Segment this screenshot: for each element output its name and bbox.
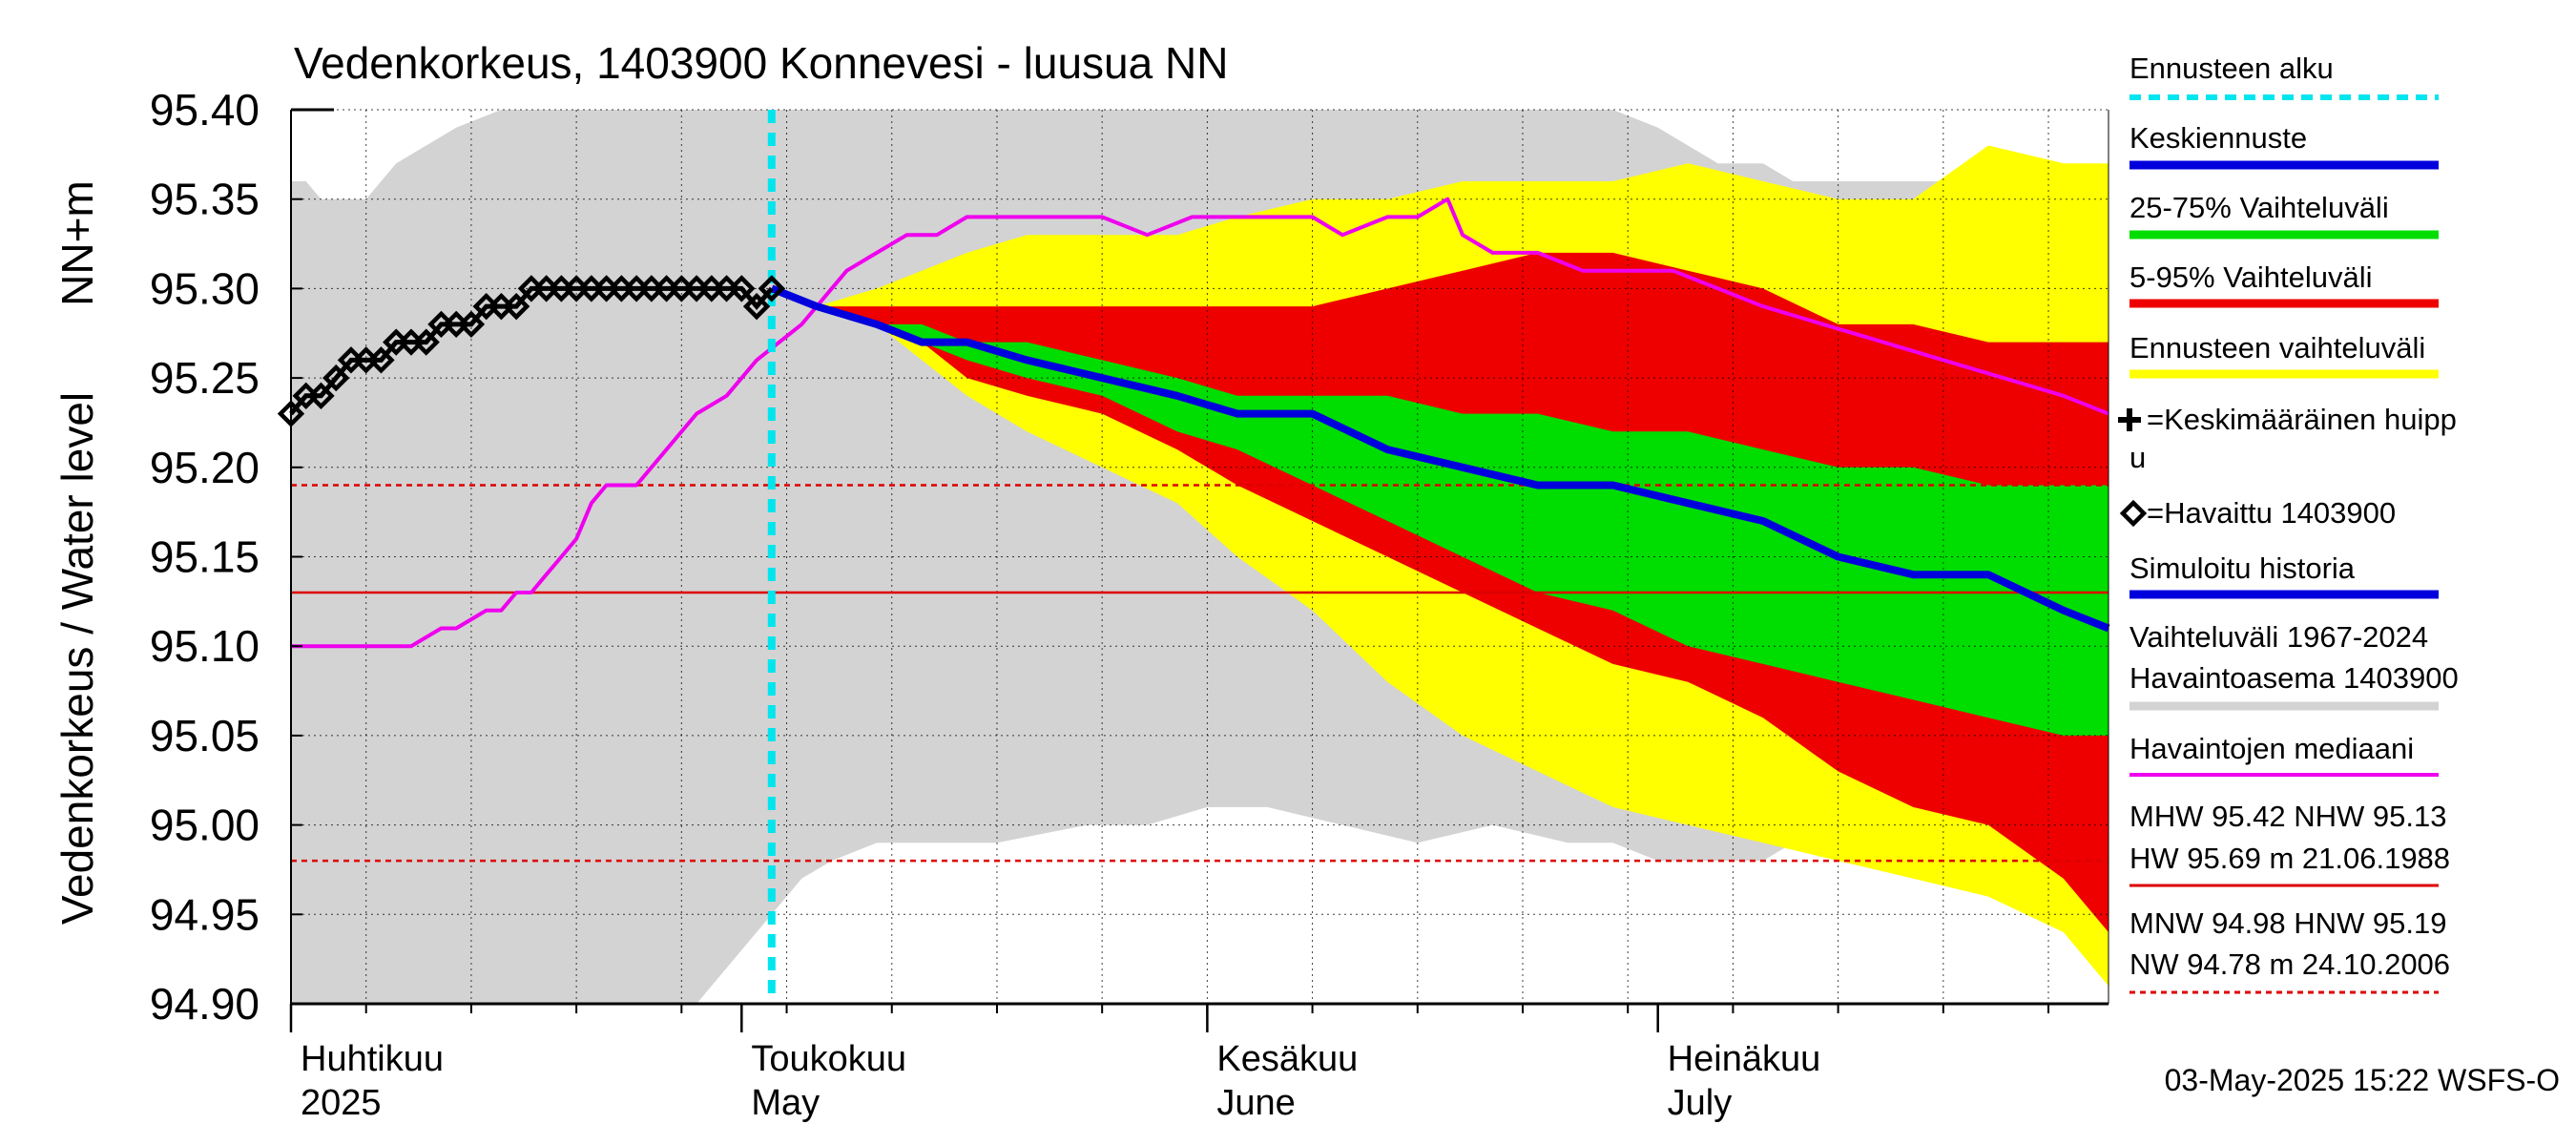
observed-points [277, 275, 785, 427]
month-label-en: June [1216, 1083, 1295, 1123]
legend-label: NW 94.78 m 24.10.2006 [2129, 947, 2450, 981]
y-tick-label: 95.30 [150, 263, 260, 313]
y-axis-label: Vedenkorkeus / Water level [52, 392, 102, 925]
observed-point [758, 275, 785, 302]
y-tick-labels: 95.40 95.35 95.30 95.25 95.20 95.15 95.10 95.05… [150, 85, 260, 1029]
legend-label: Ennusteen vaihteluväli [2129, 331, 2425, 364]
p25-75-band [771, 288, 2109, 736]
axes [289, 108, 2109, 1032]
legend-diamond-marker [2119, 499, 2148, 528]
legend-label: 25-75% Vaihteluväli [2129, 191, 2389, 224]
reference-lines [291, 484, 2109, 863]
mean-forecast-path [770, 284, 2110, 633]
legend: Ennusteen alku Keskiennuste 25-75% Vaihtel… [2118, 52, 2459, 994]
legend-label: Vaihteluväli 1967-2024 [2129, 620, 2428, 654]
timestamp: 03-May-2025 15:22 WSFS-O [2165, 1063, 2560, 1097]
y-tick-label: 94.95 [150, 889, 260, 939]
legend-label: u [2129, 441, 2146, 474]
month-label-fi: Kesäkuu [1216, 1039, 1358, 1079]
month-label-en: July [1668, 1083, 1733, 1123]
month-label-en: May [751, 1083, 820, 1123]
legend-label: =Havaittu 1403900 [2147, 496, 2396, 530]
observed-point [457, 310, 486, 339]
y-tick-label: 95.20 [150, 443, 260, 492]
observed-point [307, 382, 335, 410]
observed-point [728, 275, 756, 302]
y-tick-label: 95.35 [150, 175, 260, 224]
y-tick-label: 95.05 [150, 711, 260, 760]
y-tick-label: 95.10 [150, 621, 260, 671]
y-tick-label: 95.00 [150, 801, 260, 850]
p25-75-area [771, 288, 2109, 736]
legend-label: MNW 94.98 HNW 95.19 [2129, 906, 2447, 940]
legend-label: Havaintoasema 1403900 [2129, 661, 2459, 695]
chart-title: Vedenkorkeus, 1403900 Konnevesi - luusua… [294, 38, 1228, 88]
observed-point [742, 292, 771, 321]
p5-95-band [771, 252, 2109, 932]
median-obs-line [291, 197, 2109, 649]
legend-label: 5-95% Vaihteluväli [2129, 260, 2372, 294]
legend-label: Keskiennuste [2129, 121, 2307, 155]
observed-point [502, 292, 530, 321]
legend-label: =Keskimääräinen huipp [2147, 403, 2457, 436]
legend-plus-marker [2118, 408, 2141, 431]
mean-forecast-line [770, 284, 2110, 633]
y-tick-label: 95.40 [150, 85, 260, 135]
month-label-fi: Heinäkuu [1668, 1039, 1821, 1079]
grid [291, 109, 2109, 1005]
legend-label: MHW 95.42 NHW 95.13 [2129, 800, 2447, 833]
month-label-fi: Huhtikuu [301, 1039, 444, 1079]
plot-area [277, 108, 2110, 1032]
observed-point [367, 346, 395, 374]
legend-label: HW 95.69 m 21.06.1988 [2129, 842, 2450, 875]
median-obs-path [291, 197, 2109, 649]
y-tick-label: 95.15 [150, 532, 260, 582]
legend-label: Simuloitu historia [2129, 552, 2356, 585]
month-label-en: 2025 [301, 1083, 382, 1123]
y-tick-label: 94.90 [150, 979, 260, 1029]
month-label-fi: Toukokuu [751, 1039, 906, 1079]
observed-point [412, 328, 440, 356]
p5-95-area [771, 252, 2109, 932]
legend-label: Havaintojen mediaani [2129, 732, 2414, 765]
legend-label: Ennusteen alku [2129, 52, 2334, 85]
y-axis-unit: NN+m [52, 180, 102, 306]
observed-point [322, 364, 350, 392]
y-tick-label: 95.25 [150, 353, 260, 403]
